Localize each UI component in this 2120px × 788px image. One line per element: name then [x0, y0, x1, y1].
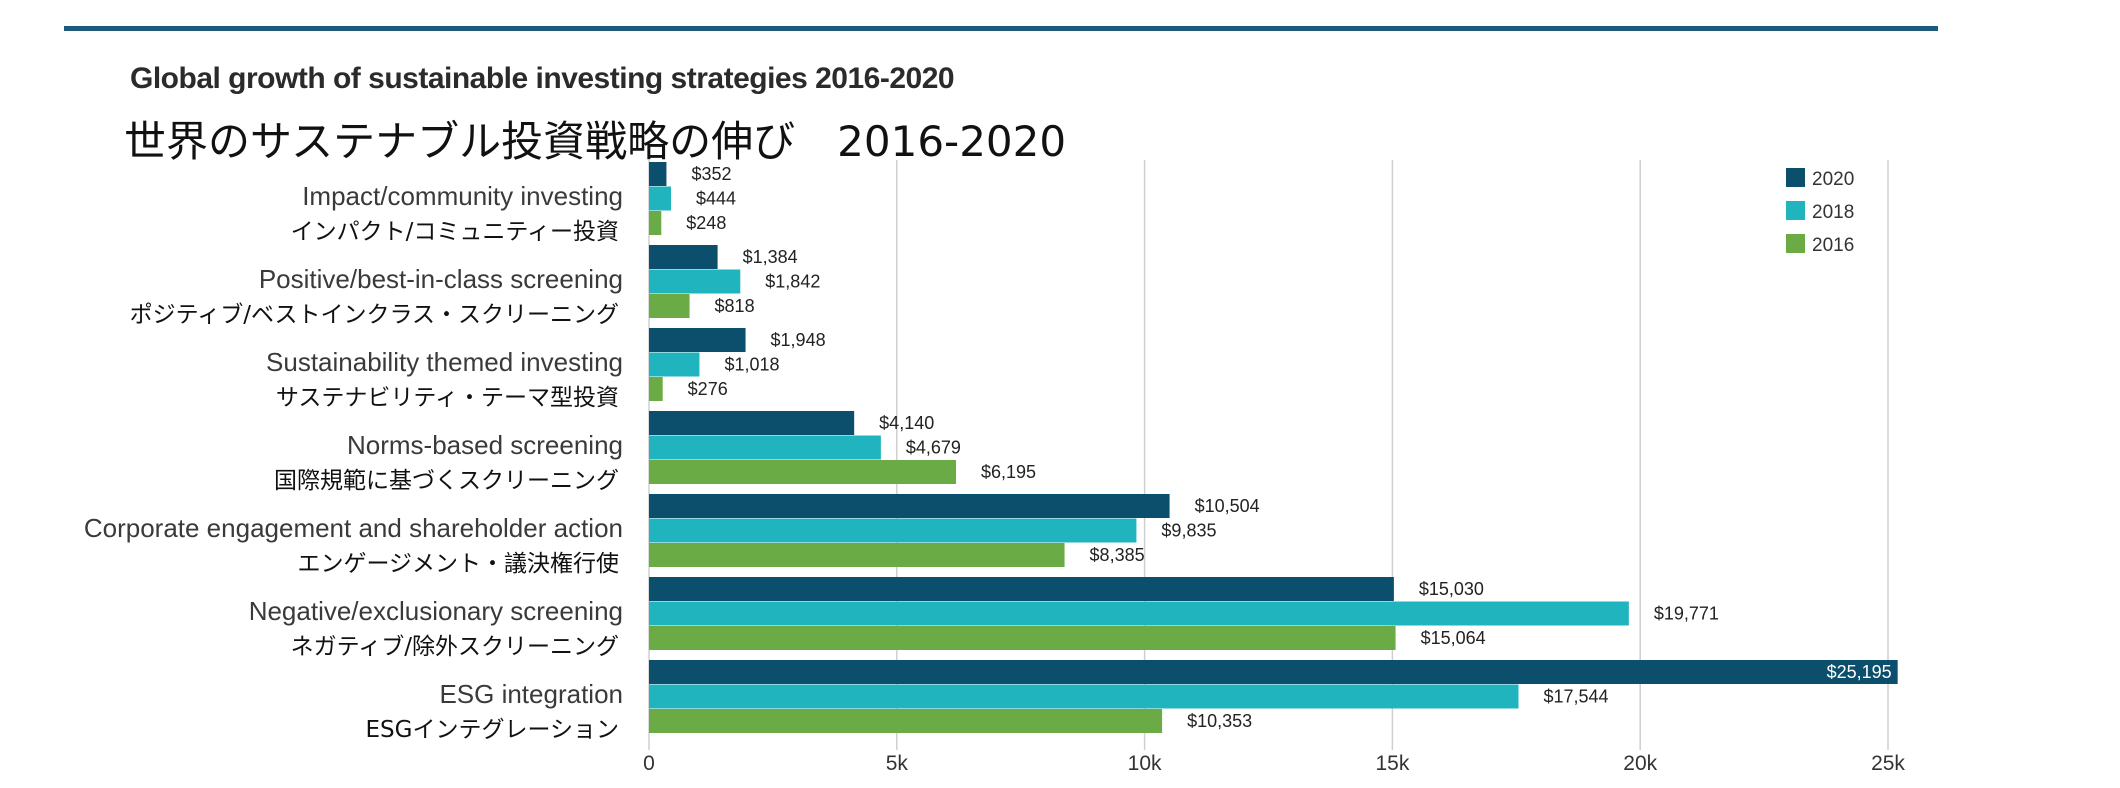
bar-2020-4 — [649, 411, 855, 435]
category-label-ja-3: サステナビリティ・テーマ型投資 — [276, 385, 619, 411]
value-label-2016-2: $818 — [715, 296, 755, 316]
bar-2016-4 — [649, 460, 957, 484]
category-label-en-4: Norms-based screening — [347, 430, 623, 460]
x-tick-5k: 5k — [886, 752, 909, 775]
bar-2016-2 — [649, 294, 690, 318]
bar-2018-3 — [649, 352, 700, 377]
value-label-2016-3: $276 — [688, 379, 728, 399]
x-tick-20k: 20k — [1623, 752, 1657, 775]
value-label-2018-7: $17,544 — [1543, 687, 1608, 707]
chart-title-en: Global growth of sustainable investing s… — [130, 62, 955, 95]
legend-label-2018: 2018 — [1812, 202, 1854, 223]
x-tick-15k: 15k — [1375, 752, 1409, 775]
value-label-2016-4: $6,195 — [981, 462, 1036, 482]
x-tick-25k: 25k — [1871, 752, 1905, 775]
chart-title-ja: 世界のサステナブル投資戦略の伸び 2016-2020 — [124, 117, 1067, 166]
category-label-ja-1: インパクト/コミュニティー投資 — [291, 219, 619, 245]
bar-2016-7 — [649, 709, 1163, 733]
bar-2016-6 — [649, 626, 1396, 650]
value-label-2018-1: $444 — [696, 189, 736, 209]
value-label-2018-6: $19,771 — [1654, 604, 1719, 624]
bar-2020-2 — [649, 245, 718, 269]
legend-swatch-2020 — [1786, 168, 1805, 187]
value-label-2016-1: $248 — [686, 213, 726, 233]
value-label-2020-4: $4,140 — [879, 413, 934, 433]
category-label-ja-4: 国際規範に基づくスクリーニング — [274, 468, 619, 494]
bar-2020-1 — [649, 162, 667, 186]
legend-label-2020: 2020 — [1812, 169, 1854, 190]
bar-2018-5 — [649, 518, 1137, 543]
top-rule — [64, 26, 1938, 31]
bar-2018-1 — [649, 186, 672, 211]
x-axis-ticks: 0 5k 10k 15k 20k 25k — [643, 752, 1905, 775]
category-label-en-5: Corporate engagement and shareholder act… — [84, 513, 623, 543]
category-label-ja-6: ネガティブ/除外スクリーニング — [291, 634, 619, 660]
value-label-2018-4: $4,679 — [906, 438, 961, 458]
category-label-en-1: Impact/community investing — [302, 181, 623, 211]
legend-label-2016: 2016 — [1812, 235, 1854, 256]
bar-2020-3 — [649, 328, 746, 352]
category-label-ja-5: エンゲージメント・議決権行使 — [297, 551, 619, 577]
category-label-ja-2: ポジティブ/ベストインクラス・スクリーニング — [130, 302, 619, 328]
category-labels-group: Impact/community investing インパクト/コミュニティー投… — [84, 181, 623, 743]
bar-2016-5 — [649, 543, 1065, 567]
value-label-2020-3: $1,948 — [771, 330, 826, 350]
bar-2018-6 — [649, 601, 1629, 626]
x-tick-10k: 10k — [1128, 752, 1162, 775]
category-label-en-6: Negative/exclusionary screening — [249, 596, 623, 626]
legend-swatch-2018 — [1786, 201, 1805, 220]
value-label-2020-7: $25,195 — [1827, 662, 1892, 682]
bar-2020-6 — [649, 577, 1394, 601]
value-labels-group: $352 $444 $248 $1,384 $1,842 $818 $1,948 $1,018… — [686, 164, 1891, 731]
value-label-2020-2: $1,384 — [743, 247, 798, 267]
bar-2020-7 — [649, 660, 1898, 684]
value-label-2016-5: $8,385 — [1090, 545, 1145, 565]
bar-2018-4 — [649, 435, 881, 460]
bar-2018-2 — [649, 269, 741, 294]
value-label-2018-2: $1,842 — [765, 272, 820, 292]
value-label-2018-3: $1,018 — [724, 355, 779, 375]
category-label-en-7: ESG integration — [439, 679, 623, 709]
bar-2016-3 — [649, 377, 663, 401]
x-tick-0: 0 — [643, 752, 655, 775]
category-label-en-2: Positive/best-in-class screening — [259, 264, 623, 294]
bars-group — [649, 162, 1898, 733]
legend: 2020 2018 2016 — [1786, 168, 1854, 256]
value-label-2020-1: $352 — [691, 164, 731, 184]
value-label-2016-6: $15,064 — [1421, 628, 1486, 648]
value-label-2020-5: $10,504 — [1195, 496, 1260, 516]
bar-2016-1 — [649, 211, 662, 235]
value-label-2018-5: $9,835 — [1161, 521, 1216, 541]
category-label-en-3: Sustainability themed investing — [266, 347, 623, 377]
value-label-2016-7: $10,353 — [1187, 711, 1252, 731]
legend-swatch-2016 — [1786, 234, 1805, 253]
value-label-2020-6: $15,030 — [1419, 579, 1484, 599]
bar-2018-7 — [649, 684, 1519, 709]
category-label-ja-7: ESGインテグレーション — [366, 717, 620, 743]
bar-2020-5 — [649, 494, 1170, 518]
